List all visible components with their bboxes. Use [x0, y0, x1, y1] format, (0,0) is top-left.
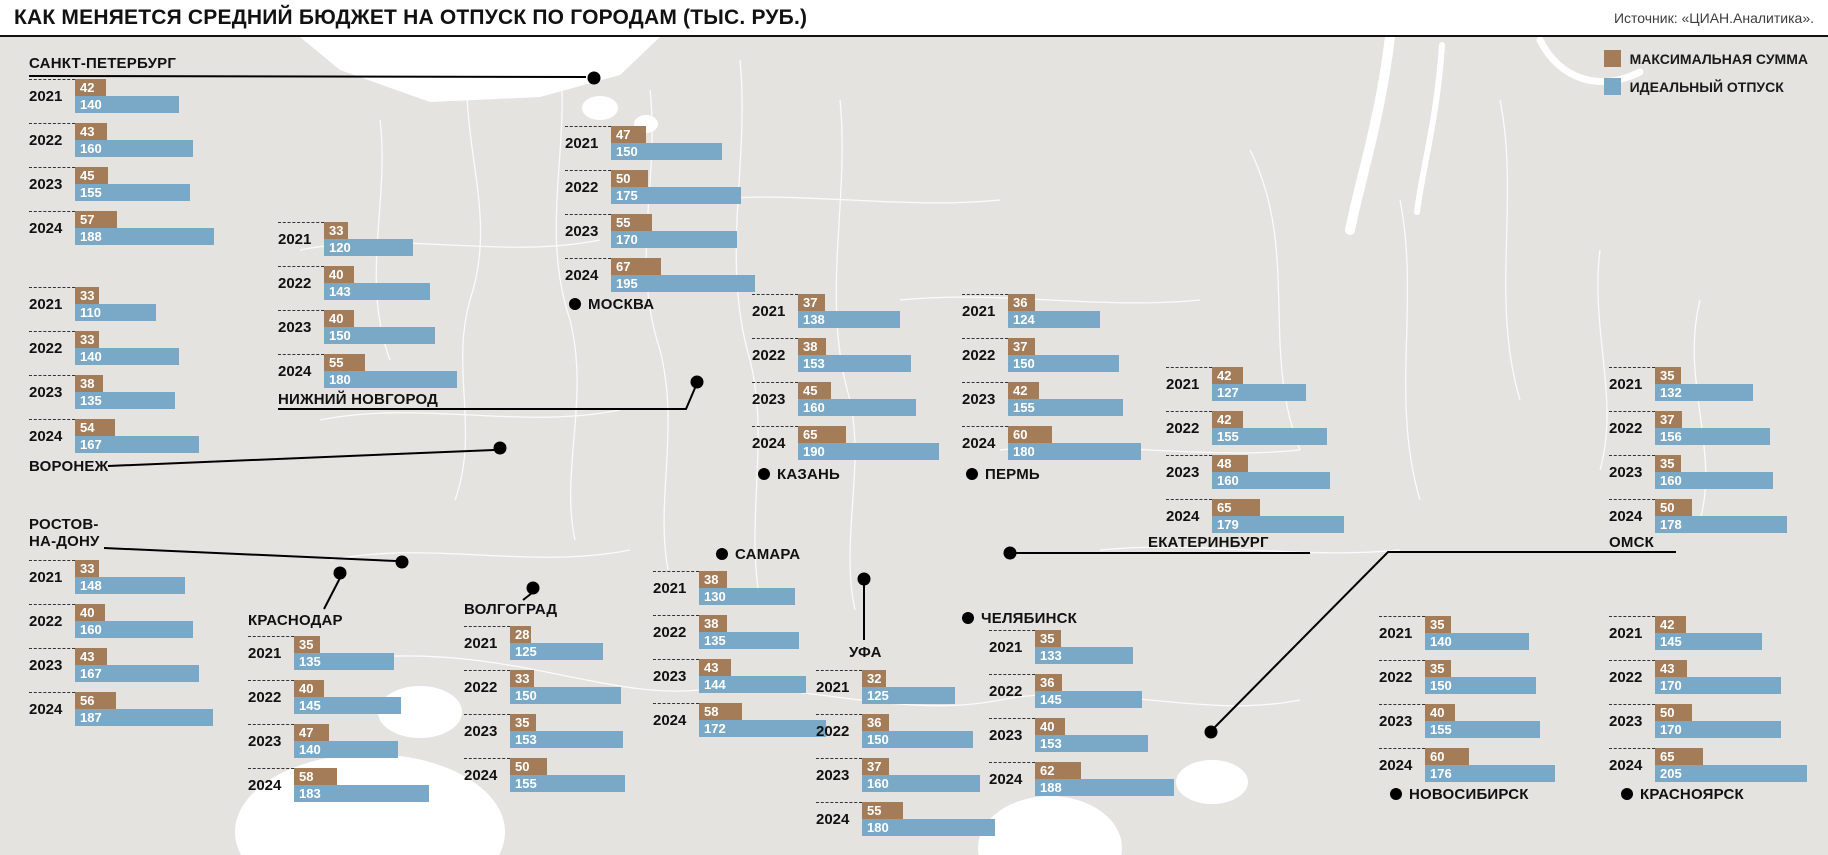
city-marker-icon-sankt-peterburg — [587, 71, 601, 85]
legend-label-ideal: ИДЕАЛЬНЫЙ ОТПУСК — [1629, 78, 1784, 95]
city-marker-icon-ekaterinburg — [1003, 546, 1017, 560]
leader-line-krasnodar — [323, 577, 341, 610]
legend-label-max: МАКСИМАЛЬНАЯ СУММА — [1629, 50, 1808, 67]
leader-line-sankt-peterburg — [28, 75, 587, 78]
leader-line-voronezh — [107, 449, 495, 467]
leader-line-omsk — [1213, 551, 1676, 729]
legend-swatch-ideal-icon — [1603, 78, 1621, 95]
city-markers — [28, 71, 1676, 739]
leader-line-rostov-na-donu — [103, 547, 397, 562]
legend-swatch-max-icon — [1603, 50, 1621, 67]
legend-item-max: МАКСИМАЛЬНАЯ СУММА — [1603, 50, 1808, 67]
city-marker-icon-volgograd — [526, 581, 540, 595]
legend: МАКСИМАЛЬНАЯ СУММА ИДЕАЛЬНЫЙ ОТПУСК — [1603, 50, 1808, 95]
city-marker-icon-rostov-na-donu — [395, 555, 409, 569]
city-marker-icon-voronezh — [493, 441, 507, 455]
leader-line-volgograd — [522, 592, 533, 601]
chart-title: КАК МЕНЯЕТСЯ СРЕДНИЙ БЮДЖЕТ НА ОТПУСК ПО… — [14, 5, 808, 29]
city-marker-icon-omsk — [1204, 725, 1218, 739]
map-landmass — [0, 37, 1828, 855]
source-note: Источник: «ЦИАН.Аналитика». — [1613, 9, 1814, 26]
header: КАК МЕНЯЕТСЯ СРЕДНИЙ БЮДЖЕТ НА ОТПУСК ПО… — [0, 0, 1828, 37]
city-marker-icon-ufa — [857, 572, 871, 586]
legend-item-ideal: ИДЕАЛЬНЫЙ ОТПУСК — [1603, 78, 1808, 95]
city-marker-icon-nizhniy-novgorod — [690, 375, 704, 389]
map-rivers — [1345, 32, 1644, 235]
leader-line-nizhniy-novgorod — [278, 387, 696, 410]
city-marker-icon-krasnodar — [333, 566, 347, 580]
